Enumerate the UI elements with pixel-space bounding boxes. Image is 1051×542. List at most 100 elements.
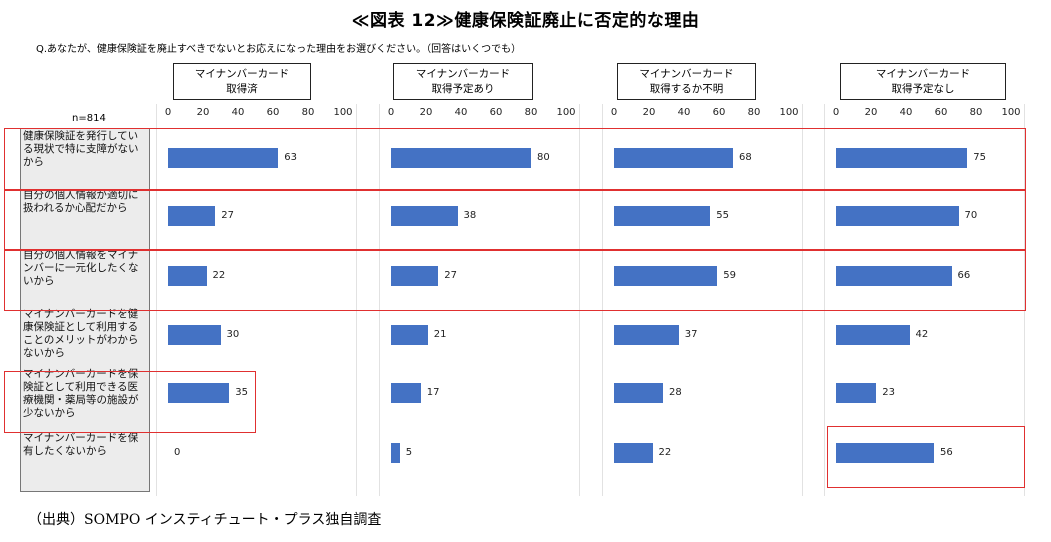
axis-tick-label: 80 — [524, 107, 538, 118]
axis-tick-label: 0 — [610, 107, 618, 118]
axis-tick-label: 80 — [747, 107, 761, 118]
panel-header-line: マイナンバーカード — [415, 68, 511, 80]
category-label: 健康保険証を発行している現状で特に支障がないから — [23, 130, 139, 168]
axis-tick-label: 40 — [677, 107, 691, 118]
data-label: 55 — [716, 210, 729, 221]
panel-frame — [602, 104, 803, 496]
highlight-box — [827, 426, 1025, 488]
axis-tick-label: 20 — [864, 107, 878, 118]
axis-tick-label: 0 — [164, 107, 172, 118]
bar — [391, 383, 421, 403]
highlight-box — [4, 250, 1026, 311]
bar — [614, 148, 733, 168]
bar — [836, 206, 959, 226]
category-label: 自分の個人情報が適切に扱われるか心配だから — [23, 189, 139, 214]
data-label: 68 — [739, 152, 752, 163]
bar — [168, 383, 230, 403]
panel-header: マイナンバーカード 取得予定あり — [393, 63, 533, 100]
panel-header-line: 取得済 — [226, 83, 258, 95]
bar — [614, 443, 653, 463]
axis-tick-label: 100 — [556, 107, 576, 118]
bar — [391, 266, 439, 286]
bar — [614, 266, 718, 286]
axis-tick-label: 80 — [301, 107, 315, 118]
axis-tick-label: 60 — [934, 107, 948, 118]
survey-question: Q.あなたが、健康保険証を廃止すべきでないとお応えになった理由をお選びください。… — [36, 44, 522, 55]
bar — [836, 383, 877, 403]
data-label: 59 — [723, 270, 736, 281]
bar — [614, 325, 679, 345]
axis-tick-label: 20 — [642, 107, 656, 118]
data-label: 66 — [957, 270, 971, 281]
axis-tick-label: 40 — [454, 107, 468, 118]
axis-tick-label: 60 — [489, 107, 503, 118]
data-label: 56 — [940, 447, 953, 458]
axis-tick-label: 60 — [266, 107, 280, 118]
category-label: マイナンバーカードを保有したくないから — [23, 432, 139, 457]
category-label: マイナンバーカードを健康保険証として利用することのメリットがわからないから — [23, 308, 139, 359]
data-label: 38 — [463, 210, 477, 221]
axis-tick-label: 100 — [779, 107, 799, 118]
data-label: 28 — [669, 387, 682, 398]
bar — [836, 266, 952, 286]
axis-tick-label: 20 — [196, 107, 210, 118]
bar — [168, 206, 216, 226]
category-label: 自分の個人情報をマイナンバーに一元化したくないから — [23, 249, 139, 287]
bar — [391, 443, 400, 463]
data-label: 27 — [444, 270, 457, 281]
bar — [391, 325, 428, 345]
bar — [836, 325, 910, 345]
panel-frame — [156, 104, 357, 496]
data-label: 23 — [882, 387, 895, 398]
data-label: 21 — [433, 329, 447, 340]
data-label: 37 — [684, 329, 698, 340]
axis-tick-label: 0 — [832, 107, 840, 118]
axis-tick-label: 0 — [387, 107, 395, 118]
panel-header: マイナンバーカード 取得済 — [173, 63, 311, 100]
panel-header-line: 取得予定あり — [431, 83, 495, 95]
panel-header: マイナンバーカード 取得予定なし — [840, 63, 1006, 100]
axis-tick-label: 80 — [969, 107, 983, 118]
bar — [391, 148, 531, 168]
data-label: 27 — [221, 210, 234, 221]
data-label: 30 — [226, 329, 240, 340]
panel-header-line: マイナンバーカード — [194, 68, 290, 80]
axis-tick-label: 40 — [231, 107, 245, 118]
data-label: 35 — [235, 387, 248, 398]
bar — [168, 325, 221, 345]
data-label: 42 — [915, 329, 929, 340]
data-label: 22 — [658, 447, 672, 458]
data-label: 75 — [973, 152, 986, 163]
panel-frame — [824, 104, 1025, 496]
data-label: 5 — [405, 447, 413, 458]
bar — [836, 148, 968, 168]
panel-frame — [379, 104, 580, 496]
panel-header-line: 取得するか不明 — [649, 83, 724, 95]
bar — [168, 266, 207, 286]
sample-size-label: n=814 — [72, 113, 106, 124]
panel-header-line: マイナンバーカード — [639, 68, 734, 80]
axis-tick-label: 100 — [333, 107, 353, 118]
axis-tick-label: 40 — [899, 107, 913, 118]
axis-tick-label: 20 — [419, 107, 433, 118]
panel-header: マイナンバーカード 取得するか不明 — [617, 63, 756, 100]
panel-header-line: マイナンバーカード — [875, 68, 971, 80]
bar — [391, 206, 458, 226]
data-label: 17 — [426, 387, 440, 398]
axis-tick-label: 60 — [712, 107, 726, 118]
data-label: 70 — [964, 210, 978, 221]
bar — [836, 443, 934, 463]
data-label: 80 — [537, 152, 550, 163]
figure-title: ≪図表 12≫健康保険証廃止に否定的な理由 — [351, 11, 700, 31]
highlight-box — [4, 371, 256, 433]
data-label: 22 — [212, 270, 226, 281]
data-label: 63 — [284, 152, 297, 163]
highlight-box — [4, 190, 1026, 250]
bar — [614, 206, 711, 226]
bar — [168, 148, 279, 168]
bar — [614, 383, 663, 403]
highlight-box — [4, 128, 1026, 190]
axis-tick-label: 100 — [1001, 107, 1021, 118]
data-label: 0 — [174, 447, 181, 458]
panel-header-line: 取得予定なし — [891, 83, 955, 95]
